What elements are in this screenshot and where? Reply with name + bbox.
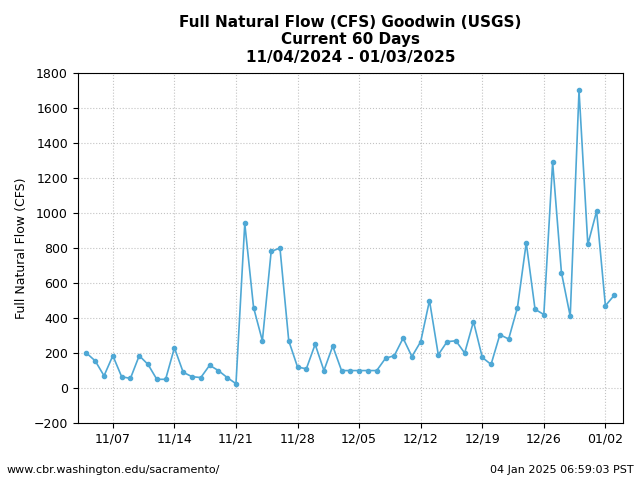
Text: www.cbr.washington.edu/sacramento/: www.cbr.washington.edu/sacramento/ <box>6 465 220 475</box>
Text: 04 Jan 2025 06:59:03 PST: 04 Jan 2025 06:59:03 PST <box>490 465 634 475</box>
Y-axis label: Full Natural Flow (CFS): Full Natural Flow (CFS) <box>15 177 28 319</box>
Title: Full Natural Flow (CFS) Goodwin (USGS)
Current 60 Days
11/04/2024 - 01/03/2025: Full Natural Flow (CFS) Goodwin (USGS) C… <box>179 15 522 65</box>
